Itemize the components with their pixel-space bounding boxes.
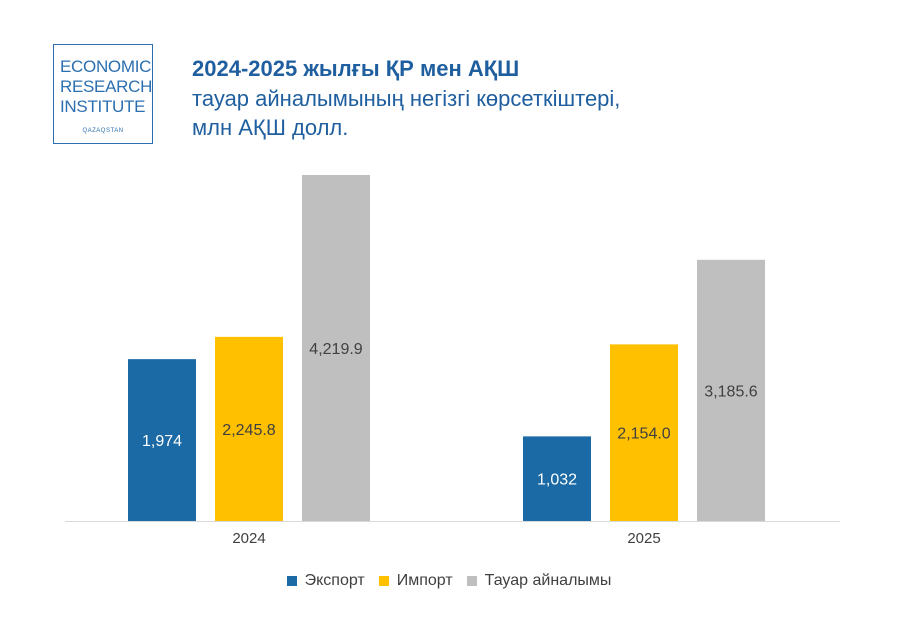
bar-Импорт-2025 — [610, 344, 678, 521]
data-label-Тауар айналымы-2024: 4,219.9 — [309, 341, 362, 358]
legend-swatch-1 — [378, 576, 389, 586]
bar-Экспорт-2025 — [523, 436, 591, 521]
logo-line-3: INSTITUTE — [60, 97, 146, 116]
bar-Экспорт-2024 — [128, 359, 196, 521]
legend-swatch-0 — [286, 576, 297, 586]
data-label-Импорт-2025: 2,154.0 — [617, 426, 670, 443]
data-label-Тауар айналымы-2025: 3,185.6 — [704, 383, 757, 400]
data-label-Экспорт-2025: 1,032 — [537, 472, 577, 489]
logo-subtitle: QAZAQSTAN — [82, 128, 124, 134]
x-tick-label-2025: 2025 — [627, 530, 660, 547]
legend-item-1: Импорт — [378, 572, 453, 590]
bar-Тауар айналымы-2025 — [697, 259, 765, 521]
legend-item-0: Экспорт — [286, 572, 365, 590]
bar-Импорт-2024 — [215, 336, 283, 521]
bar-Тауар айналымы-2024 — [302, 175, 370, 521]
chart-title: 2024-2025 жылғы ҚР мен АҚШ — [192, 56, 520, 81]
legend-label-0: Экспорт — [304, 572, 365, 589]
logo: ECONOMIC RESEARCH INSTITUTE QAZAQSTAN — [53, 44, 153, 144]
chart-legend: Экспорт Импорт Тауар айналымы — [0, 572, 898, 590]
data-label-Импорт-2024: 2,245.8 — [222, 422, 275, 439]
legend-swatch-2 — [466, 576, 477, 586]
chart-subtitle: тауар айналымының негізгі көрсеткіштері,… — [192, 84, 812, 142]
legend-label-1: Импорт — [396, 572, 453, 589]
chart-subtitle-line-2: млн АҚШ долл. — [192, 115, 349, 140]
logo-line-2: RESEARCH — [60, 77, 153, 96]
legend-item-2: Тауар айналымы — [466, 572, 612, 590]
logo-line-1: ECONOMIC — [60, 57, 152, 76]
x-tick-label-2024: 2024 — [232, 530, 265, 547]
data-label-Экспорт-2024: 1,974 — [142, 433, 182, 450]
legend-label-2: Тауар айналымы — [484, 572, 612, 589]
chart-subtitle-line-1: тауар айналымының негізгі көрсеткіштері, — [192, 86, 621, 111]
